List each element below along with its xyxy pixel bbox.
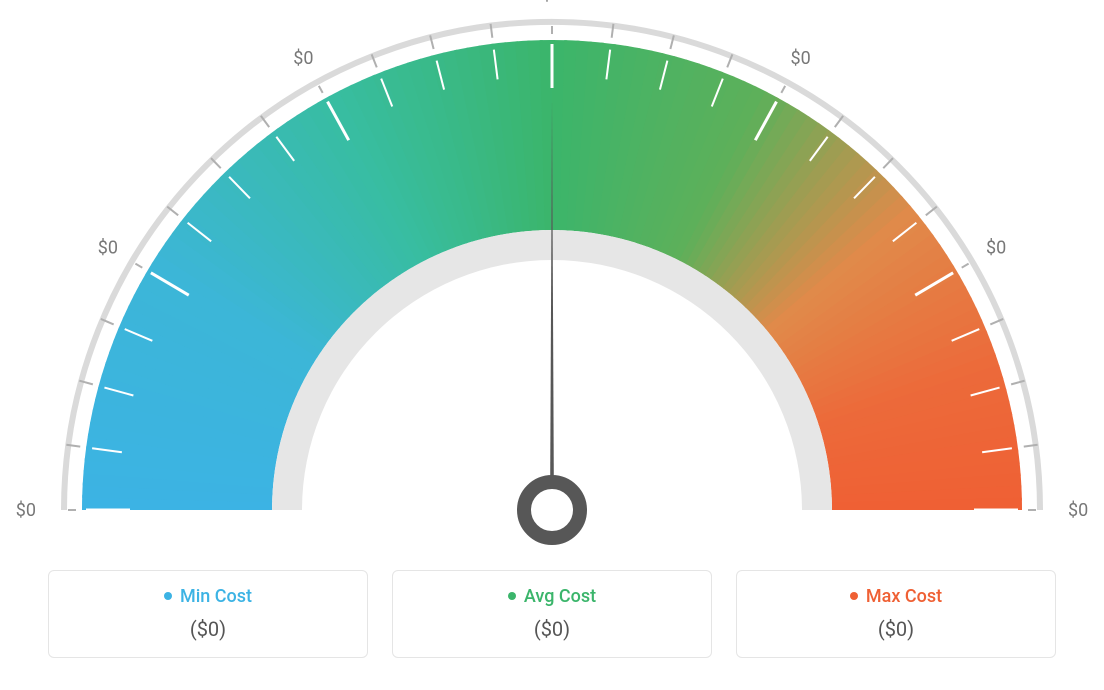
legend-label-avg: Avg Cost [524, 586, 596, 607]
svg-text:$0: $0 [542, 0, 562, 5]
legend-card-min: Min Cost ($0) [48, 570, 368, 658]
legend-row: Min Cost ($0) Avg Cost ($0) Max Cost ($0… [0, 570, 1104, 658]
svg-text:$0: $0 [1068, 500, 1088, 521]
legend-title-max: Max Cost [850, 586, 942, 607]
gauge-chart: $0 $0 $0 $0 $0 $0 $0 [0, 0, 1104, 560]
gauge-svg: $0 $0 $0 $0 $0 $0 $0 [0, 0, 1104, 560]
legend-value-min: ($0) [67, 617, 349, 641]
legend-value-max: ($0) [755, 617, 1037, 641]
svg-text:$0: $0 [986, 237, 1006, 258]
legend-dot-avg [508, 592, 516, 600]
legend-label-max: Max Cost [866, 586, 942, 607]
svg-text:$0: $0 [790, 48, 810, 69]
svg-text:$0: $0 [98, 237, 118, 258]
legend-card-avg: Avg Cost ($0) [392, 570, 712, 658]
legend-label-min: Min Cost [180, 586, 252, 607]
legend-title-min: Min Cost [164, 586, 252, 607]
legend-card-max: Max Cost ($0) [736, 570, 1056, 658]
legend-value-avg: ($0) [411, 617, 693, 641]
legend-title-avg: Avg Cost [508, 586, 596, 607]
legend-dot-min [164, 592, 172, 600]
svg-text:$0: $0 [293, 48, 313, 69]
legend-dot-max [850, 592, 858, 600]
svg-text:$0: $0 [16, 500, 36, 521]
